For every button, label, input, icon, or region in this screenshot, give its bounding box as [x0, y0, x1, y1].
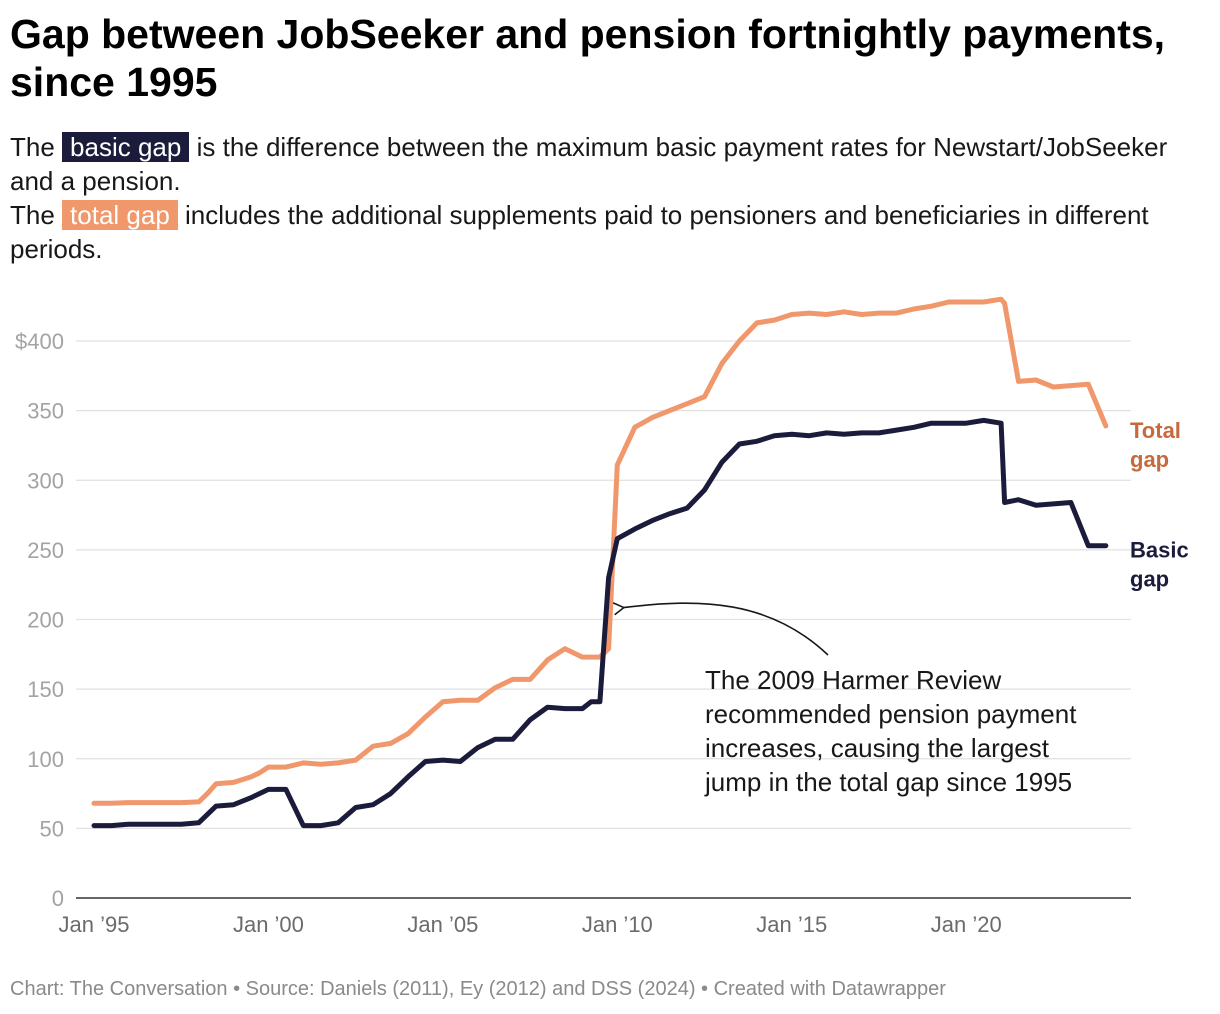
description-prefix: The — [10, 132, 55, 162]
basic-gap-label: gap — [1130, 567, 1169, 592]
y-tick-label: 150 — [27, 677, 64, 702]
basic-gap-label: Basic — [1130, 538, 1189, 563]
description-line-total: The total gap includes the additional su… — [10, 198, 1210, 266]
total-gap-highlight: total gap — [62, 200, 178, 230]
x-tick-label: Jan ’95 — [59, 912, 130, 937]
gridlines — [76, 340, 1131, 899]
y-tick-label: 300 — [27, 468, 64, 493]
description-text: includes the additional supplements paid… — [10, 200, 1149, 264]
total-gap-line — [91, 296, 1109, 806]
basic-gap-highlight: basic gap — [62, 132, 190, 162]
chart-title: Gap between JobSeeker and pension fortni… — [10, 11, 1166, 105]
x-tick-label: Jan ’10 — [582, 912, 653, 937]
y-tick-label: 250 — [27, 538, 64, 563]
annotation: The 2009 Harmer Review recommended pensio… — [612, 602, 1077, 797]
series-labels: Total gap Basic gap — [1130, 418, 1189, 592]
y-tick-label: 100 — [27, 747, 64, 772]
y-tick-label: $400 — [15, 329, 64, 354]
x-tick-label: Jan ’00 — [233, 912, 304, 937]
chart-description: The basic gap is the difference between … — [10, 130, 1210, 266]
line-chart: 0 50 100 150 200 250 300 350 $400 Jan ’95 Jan ’00… — [15, 296, 1189, 937]
description-prefix: The — [10, 200, 55, 230]
annotation-text: jump in the total gap since 1995 — [704, 767, 1072, 797]
description-text: is the difference between the maximum ba… — [10, 132, 1168, 196]
basic-gap-line — [91, 417, 1109, 829]
description-line-basic: The basic gap is the difference between … — [10, 130, 1210, 198]
annotation-arrow — [612, 602, 829, 656]
y-tick-label: 200 — [27, 608, 64, 633]
y-tick-label: 0 — [52, 886, 64, 911]
y-tick-label: 350 — [27, 399, 64, 424]
chart-footer: Chart: The Conversation • Source: Daniel… — [10, 978, 946, 1000]
x-tick-label: Jan ’05 — [407, 912, 478, 937]
annotation-text: The 2009 Harmer Review — [705, 665, 1001, 695]
x-axis-ticks: Jan ’95 Jan ’00 Jan ’05 Jan ’10 Jan ’15 Jan ’… — [59, 912, 1002, 937]
annotation-text: recommended pension payment — [705, 699, 1077, 729]
y-tick-label: 50 — [40, 816, 64, 841]
total-gap-label: Total — [1130, 418, 1181, 443]
annotation-text: increases, causing the largest — [705, 733, 1050, 763]
total-gap-label: gap — [1130, 447, 1169, 472]
x-tick-label: Jan ’20 — [931, 912, 1002, 937]
y-axis-ticks: 0 50 100 150 200 250 300 350 $400 — [15, 329, 64, 911]
series-lines — [91, 296, 1109, 829]
x-tick-label: Jan ’15 — [756, 912, 827, 937]
